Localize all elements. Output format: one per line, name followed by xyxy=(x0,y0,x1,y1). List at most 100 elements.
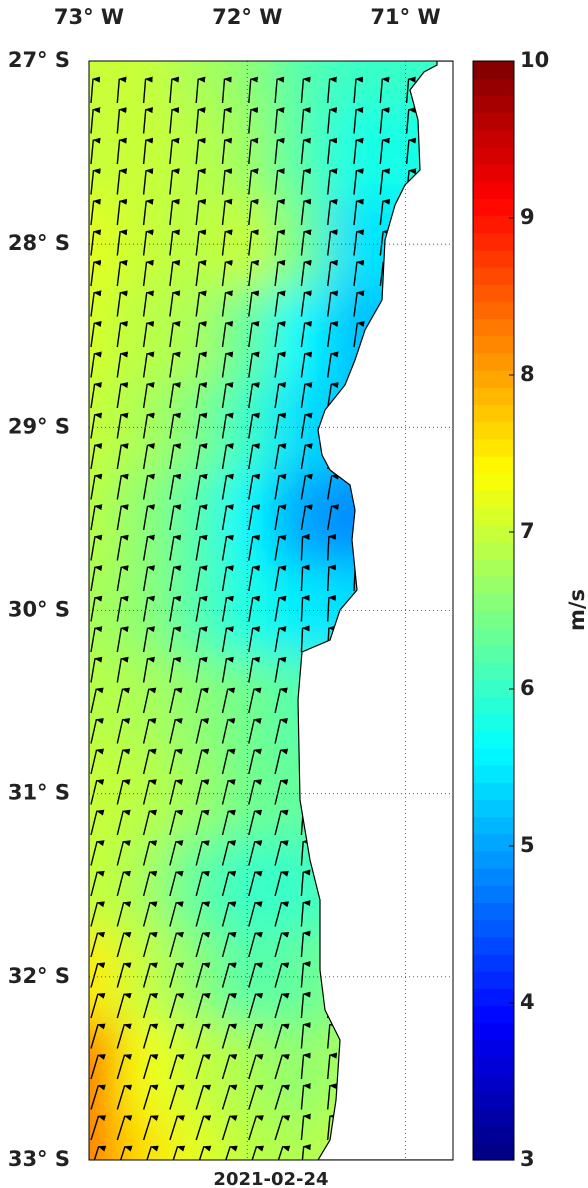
wind-arrow xyxy=(300,991,311,1019)
colorbar-step xyxy=(473,541,514,560)
colorbar-step xyxy=(473,576,514,594)
lon-tick-label: 73° W xyxy=(54,5,124,29)
wind-arrow xyxy=(407,1177,409,1188)
colorbar-step xyxy=(473,318,514,337)
wind-arrow xyxy=(116,168,128,195)
wind-arrow xyxy=(248,962,264,988)
speed-cell xyxy=(273,931,327,1024)
wind-arrow xyxy=(195,779,210,805)
wind-arrow xyxy=(195,320,207,348)
wind-arrow xyxy=(300,900,311,927)
wind-arrow xyxy=(221,504,234,531)
speed-cell xyxy=(168,473,223,566)
wind-arrow xyxy=(221,168,233,195)
wind-arrow xyxy=(198,1145,212,1160)
wind-arrow xyxy=(221,1115,238,1141)
wind-arrow xyxy=(90,137,101,165)
wind-arrow xyxy=(116,534,129,561)
wind-arrow xyxy=(116,718,131,744)
wind-arrow xyxy=(116,137,127,165)
wind-arrow xyxy=(195,137,206,165)
wind-arrow xyxy=(90,351,102,378)
wind-arrow xyxy=(379,168,391,195)
wind-arrow xyxy=(195,993,211,1019)
lat-tick-label: 32° S xyxy=(8,964,70,988)
wind-arrow xyxy=(90,901,105,927)
wind-arrow xyxy=(300,1022,311,1049)
colorbar-step xyxy=(473,936,514,955)
wind-arrow xyxy=(169,718,183,744)
wind-arrow xyxy=(142,168,154,195)
wind-arrow xyxy=(169,595,182,622)
wind-arrow xyxy=(169,626,182,653)
wind-arrow xyxy=(169,259,181,287)
wind-arrow xyxy=(116,565,129,592)
speed-cell xyxy=(273,473,327,566)
wind-arrow xyxy=(300,320,313,348)
wind-arrow xyxy=(221,718,236,744)
land xyxy=(297,61,453,1160)
wind-arrow xyxy=(353,137,364,165)
wind-arrow xyxy=(248,168,259,195)
wind-arrow xyxy=(300,351,313,378)
wind-arrow xyxy=(274,718,288,744)
colorbar-step xyxy=(473,215,514,234)
wind-arrow xyxy=(116,748,131,775)
wind-arrow xyxy=(405,76,416,104)
wind-arrow xyxy=(248,1115,264,1141)
wind-arrow xyxy=(274,259,286,287)
colorbar-step xyxy=(473,387,514,406)
wind-arrow xyxy=(248,656,261,683)
speed-cell xyxy=(221,747,275,841)
wind-arrow xyxy=(169,473,182,500)
speed-cell xyxy=(115,381,169,475)
wind-arrow xyxy=(90,687,104,714)
colorbar-step xyxy=(473,112,514,131)
colorbar-step xyxy=(473,249,514,268)
wind-arrow xyxy=(300,290,312,317)
colorbar-step xyxy=(473,232,514,251)
wind-arrow xyxy=(327,564,337,592)
speed-cell xyxy=(89,198,117,291)
wind-arrow xyxy=(90,229,102,256)
wind-arrow xyxy=(248,504,261,531)
wind-arrow xyxy=(90,443,103,470)
speed-cell xyxy=(221,564,275,658)
wind-arrow xyxy=(90,382,102,409)
wind-arrow xyxy=(169,809,184,836)
colorbar-tick-label: 5 xyxy=(520,833,535,857)
wind-arrow xyxy=(90,198,101,226)
wind-arrow xyxy=(327,1052,338,1080)
wind-arrow xyxy=(90,504,103,531)
lat-tick-label: 30° S xyxy=(8,598,70,622)
wind-arrow xyxy=(90,76,101,104)
wind-arrow xyxy=(195,626,208,653)
wind-arrow xyxy=(195,687,209,714)
wind-arrow xyxy=(90,748,105,775)
wind-arrow xyxy=(90,779,105,805)
speed-cell xyxy=(273,1022,327,1116)
wind-arrow xyxy=(116,993,132,1019)
wind-arrow xyxy=(169,840,184,866)
wind-arrow xyxy=(195,198,207,226)
wind-arrow xyxy=(379,229,391,256)
wind-arrow xyxy=(116,1023,132,1049)
wind-arrow xyxy=(116,687,131,714)
wind-arrow xyxy=(274,320,286,348)
wind-arrow xyxy=(248,687,262,714)
speed-cell xyxy=(89,1022,117,1116)
wind-arrow xyxy=(172,1145,186,1160)
wind-arrow xyxy=(300,564,310,592)
speed-cell xyxy=(168,381,223,475)
colorbar-step xyxy=(473,799,514,818)
wind-arrow xyxy=(195,840,210,866)
wind-arrow xyxy=(142,351,155,378)
wind-arrow xyxy=(195,718,210,744)
wind-arrow xyxy=(327,198,338,226)
wind-arrow xyxy=(327,320,339,348)
wind-arrow xyxy=(221,473,234,500)
wind-arrow xyxy=(327,382,339,409)
wind-arrow xyxy=(274,290,286,317)
speed-cell xyxy=(115,656,169,749)
lat-tick-label: 31° S xyxy=(8,781,70,805)
